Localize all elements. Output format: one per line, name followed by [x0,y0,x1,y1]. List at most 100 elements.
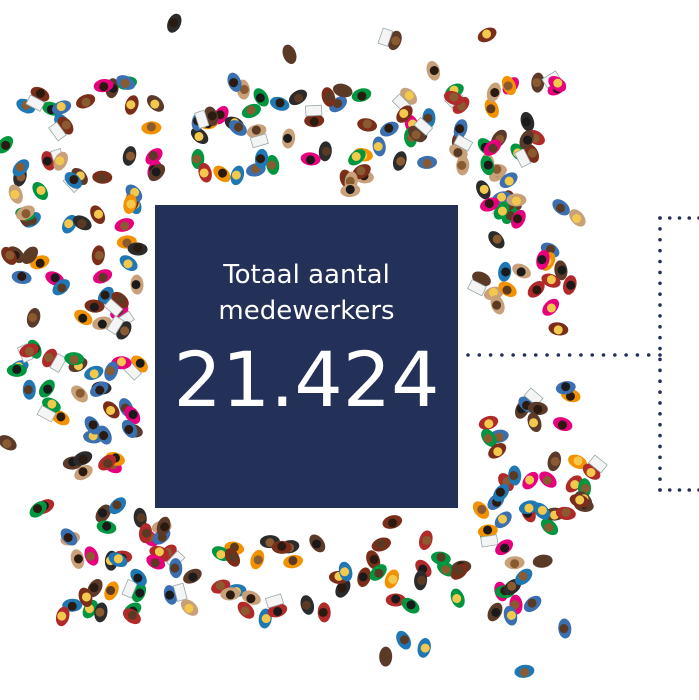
person [280,43,299,66]
person [536,468,560,491]
person [68,382,91,405]
dot [668,216,672,220]
person [377,26,404,52]
person [298,594,316,617]
dot [477,353,481,357]
dot [658,260,662,264]
person [228,164,246,187]
dot [658,379,662,383]
person [518,110,536,133]
person [377,119,401,140]
person [546,450,563,473]
dot [658,325,662,329]
person-head [391,595,400,604]
dot [658,412,662,416]
person [113,216,136,235]
person [181,566,205,587]
dot [658,238,662,242]
person-head [12,365,21,374]
person [381,513,404,531]
person [475,25,499,46]
person [0,432,19,454]
dot [658,434,662,438]
person [417,529,435,552]
person [74,91,97,111]
dot [658,314,662,318]
person [248,548,267,571]
person [519,469,542,493]
dot [658,477,662,481]
dot [658,216,662,220]
dot [545,353,549,357]
person [101,579,121,603]
dot [658,336,662,340]
person [130,274,144,295]
person [484,600,505,624]
sign [481,535,498,547]
person [504,556,524,570]
dot [658,227,662,231]
person [100,398,123,421]
dot [613,353,617,357]
person [379,646,392,666]
person [350,86,373,104]
person [510,261,534,282]
dot [579,353,583,357]
person [477,414,500,433]
dot [636,353,640,357]
person [497,261,513,283]
person [521,592,545,615]
sign [305,105,322,116]
dot [687,216,691,220]
person [286,86,310,108]
dot [658,303,662,307]
person [36,377,58,401]
person [281,128,296,149]
person [448,587,467,610]
person [300,151,321,166]
dot [658,292,662,296]
dot [534,353,538,357]
dot [466,353,470,357]
person [282,553,304,570]
dot [568,353,572,357]
person [268,94,291,113]
person [69,548,86,571]
person [210,162,234,185]
person-head [512,197,521,206]
person [514,663,536,679]
person [29,179,51,203]
dot [658,249,662,253]
person [121,145,138,168]
stat-box: Totaal aantal medewerkers 21.424 [155,205,458,508]
dot [687,488,691,492]
dot [658,347,662,351]
dot [511,353,515,357]
page: {"infographic": {"label": "Totaal aantal… [0,0,699,700]
person [424,59,442,82]
person [82,544,101,567]
person [144,92,167,115]
dot [658,353,662,357]
dot [678,216,682,220]
person [391,150,409,173]
person [417,155,438,169]
person [6,182,26,205]
person [0,133,16,157]
person [532,553,554,569]
person [371,136,387,158]
person [47,114,76,143]
dot [658,401,662,405]
dot [602,353,606,357]
person [303,105,324,128]
person [317,602,331,622]
person [92,170,113,184]
person [23,380,36,400]
dot [624,353,628,357]
person [557,618,572,639]
dot [658,488,662,492]
dot [658,456,662,460]
person [25,307,42,330]
person [447,134,475,163]
person [547,321,569,337]
